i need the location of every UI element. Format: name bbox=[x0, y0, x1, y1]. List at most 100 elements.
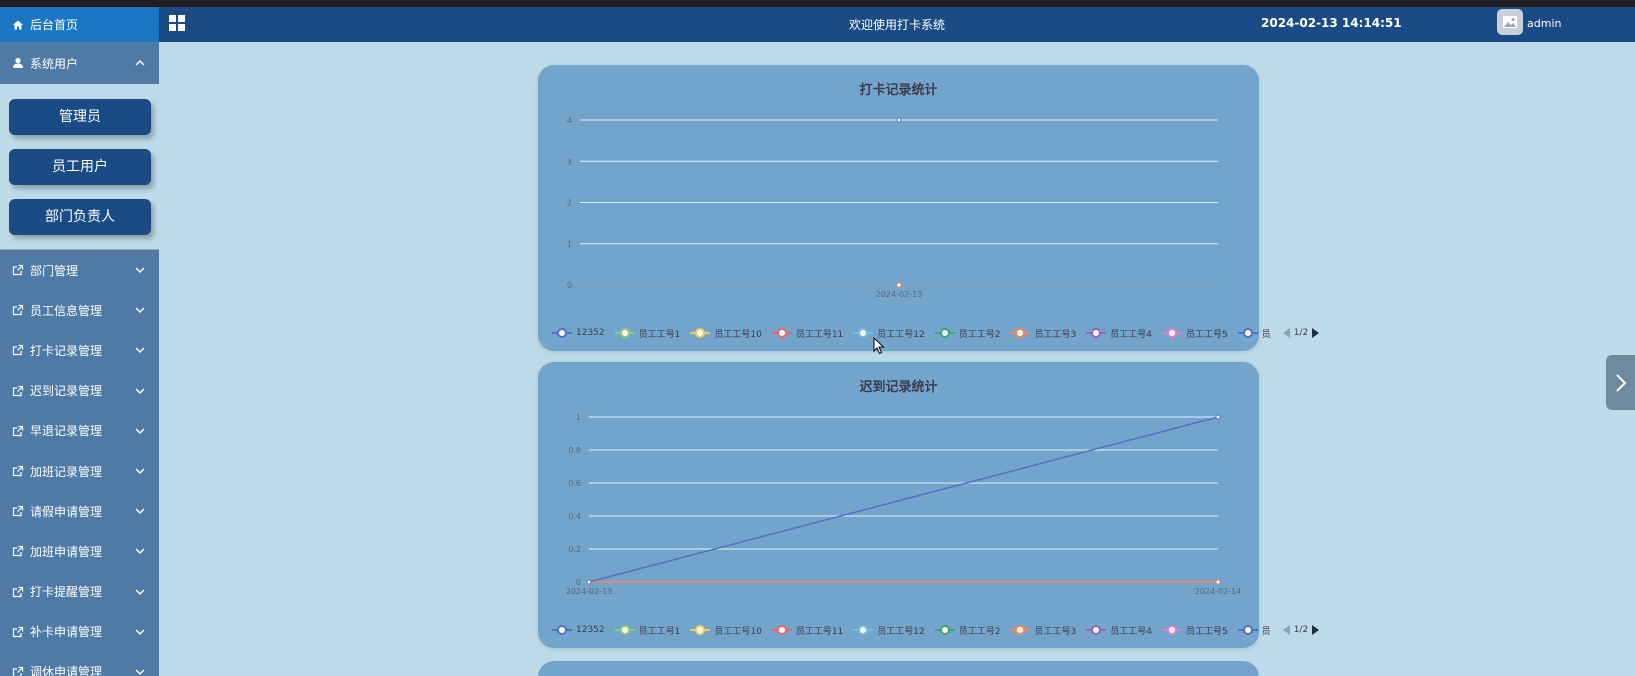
legend-item[interactable]: 员工工号5 bbox=[1161, 327, 1228, 340]
legend-item[interactable]: 员工工号11 bbox=[771, 327, 844, 340]
sidebar-item[interactable]: 员工信息管理 bbox=[0, 290, 159, 330]
data-point[interactable] bbox=[1215, 414, 1221, 420]
legend-label: 员工工号4 bbox=[1110, 329, 1152, 340]
legend-marker-icon bbox=[771, 328, 792, 338]
legend-item[interactable]: 员工工号4 bbox=[1086, 327, 1152, 340]
legend-item[interactable]: 员工工号4 bbox=[1086, 624, 1152, 637]
avatar[interactable] bbox=[1497, 9, 1523, 35]
legend-item[interactable]: 员工工号5 bbox=[1161, 624, 1228, 637]
chevron-down-icon bbox=[135, 428, 145, 434]
sidebar-item-label: 补卡申请管理 bbox=[30, 625, 103, 640]
welcome-text: 欢迎使用打卡系统 bbox=[848, 18, 945, 32]
sidebar-item[interactable]: 请假申请管理 bbox=[0, 491, 159, 531]
legend-item[interactable]: 员工工号10 bbox=[690, 624, 762, 637]
sidebar: 后台首页 系统用户 管理员 员工用户 部门负责人 部门管理员工信息管理打卡记录管… bbox=[0, 7, 159, 676]
legend-marker-icon bbox=[614, 328, 635, 338]
legend-item[interactable]: 员工工号10 bbox=[690, 327, 762, 340]
home-icon bbox=[13, 20, 23, 29]
sidebar-item[interactable]: 部门管理 bbox=[0, 250, 159, 290]
legend-item[interactable]: 员工工号12 bbox=[853, 624, 925, 637]
legend-item[interactable]: 员 bbox=[1237, 327, 1271, 340]
external-link-icon bbox=[12, 626, 24, 637]
chart-legend: 12352 员工工号1 员工工号10 员工工号11 员工工号12 员工工号2 员工工号3 员工… bbox=[552, 324, 1320, 342]
legend-marker-icon bbox=[853, 328, 874, 338]
y-tick-label: 0.4 bbox=[568, 512, 581, 521]
legend-next-icon[interactable] bbox=[1312, 328, 1320, 338]
legend-item[interactable]: 员工工号11 bbox=[771, 624, 844, 637]
legend-next-icon[interactable] bbox=[1312, 625, 1320, 635]
series-line bbox=[588, 416, 1219, 583]
sidebar-item[interactable]: 加班申请管理 bbox=[0, 531, 159, 571]
sidebar-item[interactable]: 加班记录管理 bbox=[0, 451, 159, 491]
admin-button[interactable]: 管理员 bbox=[9, 99, 151, 135]
sidebar-submenu: 管理员 员工用户 部门负责人 bbox=[0, 84, 159, 250]
external-link-icon bbox=[12, 305, 24, 316]
dept-head-button[interactable]: 部门负责人 bbox=[9, 199, 151, 235]
legend-label: 员工工号4 bbox=[1110, 626, 1152, 637]
legend-label: 员工工号10 bbox=[714, 329, 762, 340]
sidebar-item[interactable]: 调休申请管理 bbox=[0, 652, 159, 676]
external-link-icon bbox=[12, 385, 24, 396]
y-tick-label: 1 bbox=[567, 240, 572, 249]
data-point[interactable] bbox=[896, 282, 902, 288]
legend-item[interactable]: 员工工号3 bbox=[1010, 624, 1076, 637]
sidebar-home[interactable]: 后台首页 bbox=[0, 7, 159, 42]
data-point[interactable] bbox=[1215, 579, 1221, 585]
user-icon bbox=[13, 57, 23, 68]
chart-title: 迟到记录统计 bbox=[859, 380, 938, 395]
legend-item[interactable]: 员工工号3 bbox=[1010, 327, 1076, 340]
legend-item[interactable]: 12352 bbox=[552, 328, 605, 338]
external-link-icon bbox=[12, 666, 24, 676]
legend-marker-icon bbox=[1237, 625, 1258, 635]
sidebar-item[interactable]: 早退记录管理 bbox=[0, 411, 159, 451]
legend-item[interactable]: 员工工号2 bbox=[934, 327, 1000, 340]
sidebar-item-label: 打卡记录管理 bbox=[30, 343, 103, 358]
sidebar-item-label: 请假申请管理 bbox=[30, 504, 103, 519]
legend-prev-icon[interactable] bbox=[1282, 328, 1290, 338]
sidebar-item-label: 调休申请管理 bbox=[30, 665, 103, 676]
y-tick-label: 1 bbox=[576, 413, 581, 422]
chevron-down-icon bbox=[135, 629, 145, 635]
legend-marker-icon bbox=[1161, 625, 1182, 635]
sidebar-item-label: 早退记录管理 bbox=[30, 424, 103, 439]
legend-item[interactable]: 员工工号1 bbox=[614, 624, 680, 637]
window-top-strip bbox=[0, 0, 1635, 7]
sidebar-item[interactable]: 补卡申请管理 bbox=[0, 612, 159, 652]
legend-marker-icon bbox=[552, 625, 572, 635]
data-point[interactable] bbox=[896, 117, 902, 123]
sidebar-item[interactable]: 迟到记录管理 bbox=[0, 371, 159, 411]
legend-marker-icon bbox=[614, 625, 635, 635]
data-point[interactable] bbox=[586, 579, 592, 585]
legend-item[interactable]: 员工工号12 bbox=[853, 327, 925, 340]
legend-label: 员工工号5 bbox=[1185, 329, 1228, 340]
legend-label: 员工工号11 bbox=[795, 329, 844, 340]
legend-item[interactable]: 员工工号2 bbox=[934, 624, 1000, 637]
top-header: 欢迎使用打卡系统 2024-02-13 14:14:51 admin bbox=[159, 7, 1635, 42]
employee-user-button[interactable]: 员工用户 bbox=[9, 149, 151, 185]
legend-pager: 1/2 bbox=[1282, 328, 1320, 338]
x-tick-label: 2024-02-13 bbox=[876, 290, 923, 299]
y-tick-label: 0 bbox=[567, 281, 572, 290]
external-link-icon bbox=[12, 465, 24, 477]
current-datetime: 2024-02-13 14:14:51 bbox=[1261, 16, 1402, 30]
legend-item[interactable]: 12352 bbox=[552, 625, 605, 635]
sidebar-group-system-users[interactable]: 系统用户 bbox=[0, 42, 159, 84]
legend-marker-icon bbox=[771, 625, 792, 635]
sidebar-item[interactable]: 打卡提醒管理 bbox=[0, 572, 159, 612]
legend-marker-icon bbox=[1010, 625, 1031, 635]
legend-item[interactable]: 员 bbox=[1237, 624, 1271, 637]
username[interactable]: admin bbox=[1527, 17, 1562, 30]
sidebar-item[interactable]: 打卡记录管理 bbox=[0, 330, 159, 370]
next-panel-button[interactable] bbox=[1606, 355, 1635, 410]
grid-menu-icon[interactable] bbox=[169, 15, 185, 31]
external-link-icon bbox=[12, 345, 24, 356]
sidebar-home-label: 后台首页 bbox=[30, 18, 79, 32]
x-tick-label: 2024-02-13 bbox=[566, 587, 613, 596]
legend-marker-icon bbox=[1086, 625, 1107, 635]
sidebar-item-label: 部门管理 bbox=[30, 263, 79, 278]
legend-item[interactable]: 员工工号1 bbox=[614, 327, 680, 340]
legend-label: 员工工号11 bbox=[795, 626, 844, 637]
legend-prev-icon[interactable] bbox=[1282, 625, 1290, 635]
chart-card-checkin: 打卡记录统计 0 1 2 3 4 2024-02-13 12352 员工工号1 员工工号10 员工… bbox=[538, 65, 1320, 351]
legend-marker-icon bbox=[690, 625, 711, 635]
